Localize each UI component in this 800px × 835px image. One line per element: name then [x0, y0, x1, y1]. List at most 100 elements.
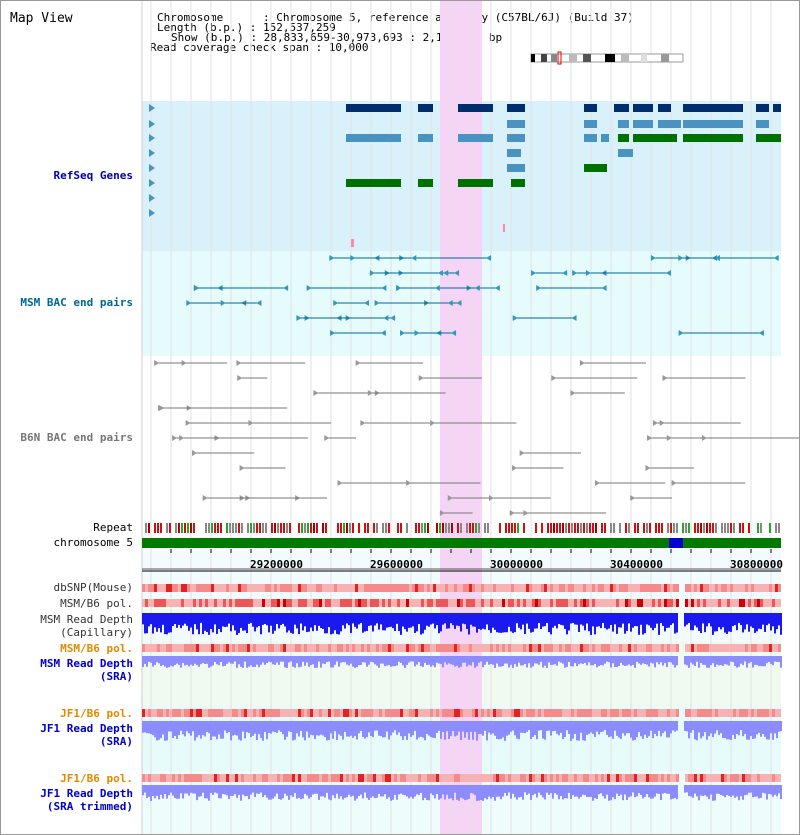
read-depth-bin [626, 785, 628, 801]
read-depth-bin [578, 721, 580, 741]
msm-bac-end [437, 270, 443, 276]
polymorphism-bin [517, 584, 520, 592]
read-depth-bin [330, 656, 332, 668]
read-depth-bin [686, 656, 688, 666]
read-depth-bin [196, 721, 198, 738]
read-depth-bin [310, 613, 312, 628]
read-depth-bin [400, 613, 402, 635]
polymorphism-bin [349, 774, 352, 782]
polymorphism-bin [355, 709, 358, 717]
polymorphism-bin [463, 709, 466, 717]
msm-bac-label[interactable]: MSM BAC end pairs [20, 296, 133, 309]
read-depth-bin [422, 785, 424, 801]
polymorphism-bin [733, 774, 736, 782]
read-depth-bin [604, 656, 606, 664]
polymorphism-bin [262, 599, 265, 607]
polymorphism-bin [637, 709, 640, 717]
read-depth-bin [230, 656, 232, 664]
read-depth-bin [512, 721, 514, 731]
polymorphism-bin [607, 774, 610, 782]
read-depth-bin [752, 613, 754, 628]
polymorphism-bin [628, 584, 631, 592]
read-depth-bin [438, 656, 440, 664]
read-depth-bin [450, 721, 452, 737]
refseq-genes-label[interactable]: RefSeq Genes [53, 169, 133, 182]
read-depth-bin [648, 656, 650, 667]
repeat-mark [769, 523, 771, 533]
polymorphism-bin [244, 584, 247, 592]
polymorphism-bin [253, 709, 256, 717]
repeat-mark [367, 523, 369, 533]
polymorphism-bin [256, 644, 259, 652]
read-depth-bin [760, 613, 762, 630]
read-depth-bin [666, 656, 668, 668]
read-depth-bin [648, 785, 650, 798]
gene-block [458, 179, 493, 187]
read-depth-bin [712, 785, 714, 801]
repeat-mark [283, 523, 285, 533]
polymorphism-bin [346, 774, 349, 782]
read-depth-bin [170, 721, 172, 732]
read-depth-bin [380, 721, 382, 737]
polymorphism-bin [745, 644, 748, 652]
read-depth-bin [476, 785, 478, 801]
polymorphism-bin [751, 644, 754, 652]
read-depth-bin [488, 656, 490, 665]
polymorphism-bin [442, 709, 445, 717]
polymorphism-bin [517, 599, 520, 607]
b6n-bac-label[interactable]: B6N BAC end pairs [20, 431, 133, 444]
polymorphism-bin [568, 584, 571, 592]
repeat-mark [439, 523, 441, 533]
polymorphism-bin [484, 599, 487, 607]
polymorphism-bin [286, 774, 289, 782]
polymorphism-bin [463, 774, 466, 782]
read-depth-bin [578, 613, 580, 633]
read-depth-bin [564, 785, 566, 799]
read-depth-bin [292, 785, 294, 797]
read-depth-bin [740, 721, 742, 731]
read-depth-bin [244, 721, 246, 739]
read-depth-bin [428, 613, 430, 627]
polymorphism-bin [370, 774, 373, 782]
polymorphism-bin [700, 584, 703, 592]
msm-bac-end [193, 285, 199, 291]
polymorphism-bin [160, 774, 163, 782]
repeat-mark [259, 523, 261, 533]
polymorphism-bin [619, 599, 622, 607]
repeat-mark [658, 523, 660, 533]
read-depth-bin [586, 656, 588, 666]
polymorphism-bin [685, 599, 688, 607]
read-depth-bin [218, 721, 220, 735]
read-depth-bin [178, 785, 180, 799]
read-depth-bin [408, 656, 410, 663]
read-depth-bin [570, 721, 572, 741]
read-depth-bin [542, 613, 544, 627]
read-depth-bin [268, 656, 270, 662]
msm-b6-pol-sra-label: MSM/B6 pol. [60, 642, 133, 655]
polymorphism-bin [412, 584, 415, 592]
read-depth-bin [356, 721, 358, 740]
repeat-mark [574, 523, 576, 533]
polymorphism-bin [691, 599, 694, 607]
read-depth-bin [162, 613, 164, 625]
read-depth-bin [640, 721, 642, 737]
read-depth-bin [580, 785, 582, 797]
read-depth-bin [228, 656, 230, 663]
b6n-bac-end [519, 450, 525, 456]
read-depth-bin [338, 613, 340, 635]
read-depth-bin [722, 721, 724, 739]
polymorphism-bin [703, 644, 706, 652]
read-depth-bin [444, 785, 446, 800]
read-depth-bin [716, 785, 718, 794]
read-depth-bin [708, 785, 710, 800]
polymorphism-bin [373, 644, 376, 652]
read-depth-bin [348, 721, 350, 737]
read-depth-bin [228, 721, 230, 733]
repeat-mark [178, 523, 180, 533]
polymorphism-bin [490, 774, 493, 782]
read-depth-bin [162, 656, 164, 666]
polymorphism-bin [313, 709, 316, 717]
polymorphism-bin [529, 709, 532, 717]
read-depth-bin [684, 721, 686, 731]
